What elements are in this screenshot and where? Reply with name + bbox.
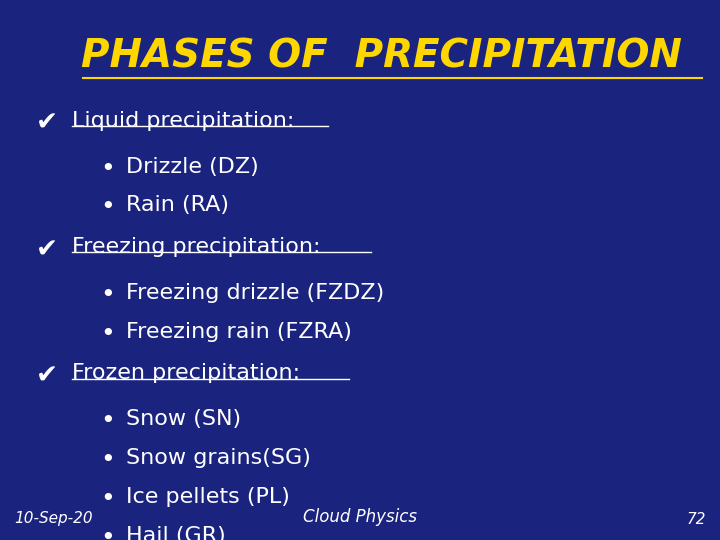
Text: Drizzle (DZ): Drizzle (DZ) bbox=[126, 157, 258, 177]
Text: Ice pellets (PL): Ice pellets (PL) bbox=[126, 487, 290, 507]
Text: •: • bbox=[101, 195, 115, 219]
Text: PHASES OF  PRECIPITATION: PHASES OF PRECIPITATION bbox=[81, 38, 682, 76]
Text: Snow grains(SG): Snow grains(SG) bbox=[126, 448, 311, 468]
Text: ✔: ✔ bbox=[36, 111, 58, 137]
Text: •: • bbox=[101, 487, 115, 511]
Text: Rain (RA): Rain (RA) bbox=[126, 195, 229, 215]
Text: ✔: ✔ bbox=[36, 363, 58, 389]
Text: •: • bbox=[101, 322, 115, 346]
Text: Frozen precipitation:: Frozen precipitation: bbox=[72, 363, 300, 383]
Text: 10-Sep-20: 10-Sep-20 bbox=[14, 511, 93, 526]
Text: •: • bbox=[101, 283, 115, 307]
Text: •: • bbox=[101, 409, 115, 433]
Text: Freezing drizzle (FZDZ): Freezing drizzle (FZDZ) bbox=[126, 283, 384, 303]
Text: •: • bbox=[101, 448, 115, 472]
Text: Snow (SN): Snow (SN) bbox=[126, 409, 241, 429]
Text: ✔: ✔ bbox=[36, 237, 58, 263]
Text: Freezing rain (FZRA): Freezing rain (FZRA) bbox=[126, 322, 352, 342]
Text: •: • bbox=[101, 526, 115, 540]
Text: 72: 72 bbox=[686, 511, 706, 526]
Text: •: • bbox=[101, 157, 115, 180]
Text: Cloud Physics: Cloud Physics bbox=[303, 509, 417, 526]
Text: Hail (GR): Hail (GR) bbox=[126, 526, 226, 540]
Text: Liquid precipitation:: Liquid precipitation: bbox=[72, 111, 294, 131]
Text: Freezing precipitation:: Freezing precipitation: bbox=[72, 237, 320, 257]
